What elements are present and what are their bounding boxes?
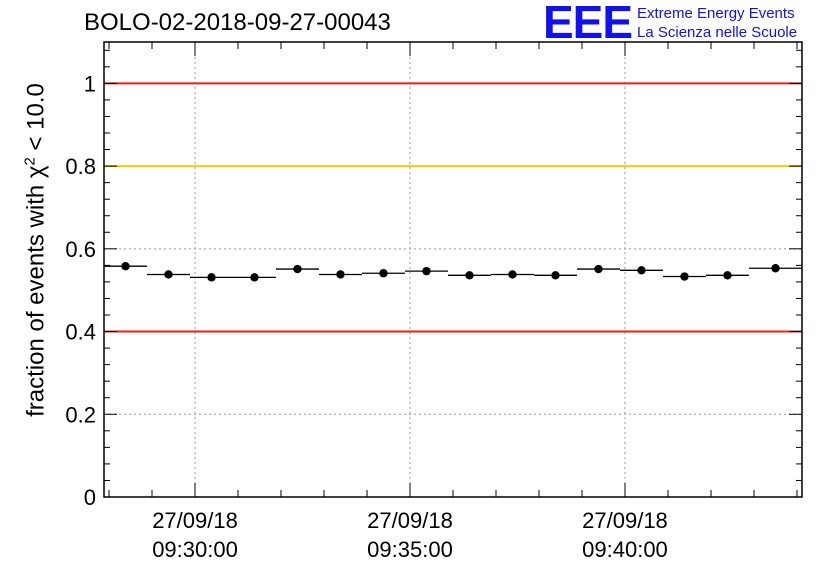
y-tick-label: 0.8 (65, 154, 96, 179)
eee-logo: EEE (543, 0, 633, 48)
data-point (164, 270, 173, 279)
x-tick-label-time: 09:40:00 (582, 537, 668, 562)
x-tick-label-time: 09:35:00 (367, 537, 453, 562)
data-point (508, 270, 517, 279)
y-tick-label: 0.4 (65, 320, 96, 345)
data-point (379, 269, 388, 278)
x-tick-label-date: 27/09/18 (152, 508, 238, 533)
y-tick-label: 1 (84, 71, 96, 96)
data-point (250, 273, 259, 282)
x-tick-label-date: 27/09/18 (582, 508, 668, 533)
data-point (293, 264, 302, 274)
x-tick-label-date: 27/09/18 (367, 508, 453, 533)
y-tick-label: 0 (84, 485, 96, 510)
data-point (551, 271, 560, 280)
data-point (121, 261, 130, 271)
data-point (422, 266, 431, 276)
y-tick-label: 0.6 (65, 237, 96, 262)
data-point (594, 264, 603, 274)
logo-line-1: Extreme Energy Events (637, 5, 795, 22)
plot-frame (103, 41, 803, 498)
data-point (680, 272, 689, 281)
y-tick-label: 0.2 (65, 402, 96, 427)
logo-line-2: La Scienza nelle Scuole (637, 24, 798, 41)
data-point (336, 270, 345, 279)
data-point (207, 273, 216, 282)
data-point (637, 266, 646, 275)
data-point (771, 264, 780, 273)
chart-title: BOLO-02-2018-09-27-00043 (84, 9, 391, 36)
data-point (465, 271, 474, 280)
x-tick-label-time: 09:30:00 (152, 537, 238, 562)
data-point (723, 271, 732, 280)
